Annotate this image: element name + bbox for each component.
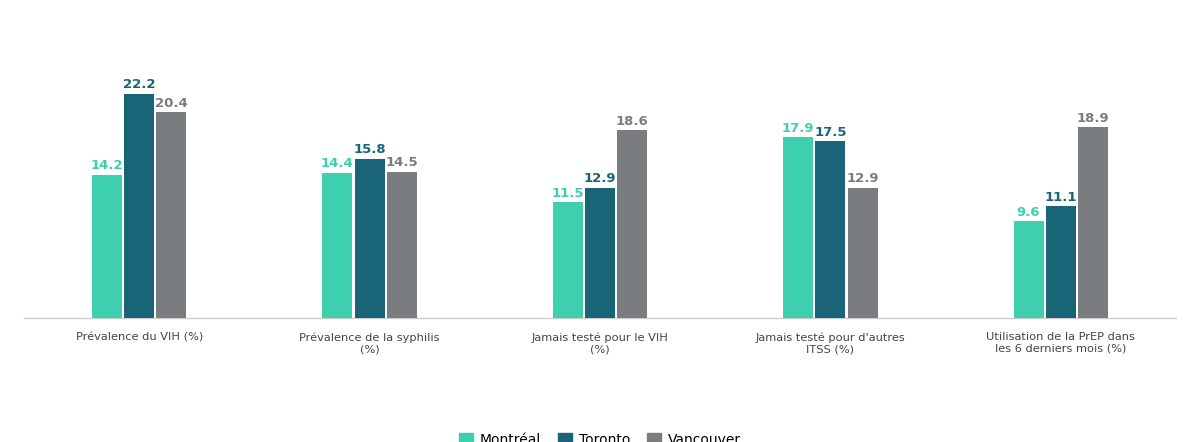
Bar [553, 202, 583, 318]
Text: 20.4: 20.4 [155, 97, 188, 110]
Bar [586, 188, 614, 318]
Bar [355, 159, 384, 318]
Bar [156, 112, 186, 318]
Bar [323, 173, 353, 318]
Text: 17.5: 17.5 [814, 126, 847, 139]
Text: 12.9: 12.9 [583, 172, 617, 185]
Text: 14.2: 14.2 [91, 159, 124, 172]
Text: 18.9: 18.9 [1076, 112, 1109, 125]
Text: 22.2: 22.2 [122, 78, 156, 91]
Text: 12.9: 12.9 [846, 172, 878, 185]
Bar [386, 172, 416, 318]
Bar [816, 141, 845, 318]
Bar [92, 175, 122, 318]
Text: 11.1: 11.1 [1044, 191, 1078, 204]
Text: 17.9: 17.9 [782, 122, 815, 135]
Text: 15.8: 15.8 [353, 143, 386, 156]
Legend: Montréal, Toronto, Vancouver: Montréal, Toronto, Vancouver [460, 433, 740, 442]
Bar [1014, 221, 1044, 318]
Bar [847, 188, 877, 318]
Bar [617, 130, 647, 318]
Text: 11.5: 11.5 [552, 187, 584, 199]
Bar [125, 94, 154, 318]
Bar [1078, 127, 1108, 318]
Text: 9.6: 9.6 [1016, 206, 1040, 219]
Text: 14.4: 14.4 [320, 157, 354, 170]
Text: 18.6: 18.6 [616, 115, 649, 128]
Text: 14.5: 14.5 [385, 156, 418, 169]
Bar [784, 137, 814, 318]
Bar [1046, 206, 1075, 318]
